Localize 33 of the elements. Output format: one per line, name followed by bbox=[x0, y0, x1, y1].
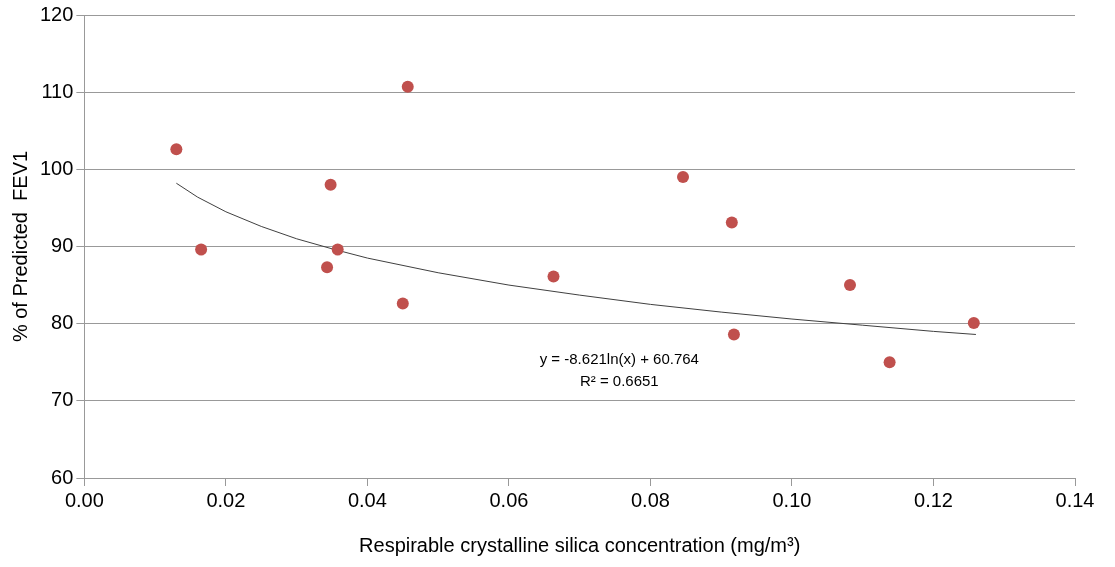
point bbox=[883, 356, 896, 369]
point bbox=[331, 243, 344, 256]
y-tick-label: 110 bbox=[41, 79, 74, 102]
point bbox=[676, 171, 689, 184]
point bbox=[321, 261, 334, 274]
annotation: R² = 0.6651 bbox=[579, 372, 659, 390]
y-axis-title: % of Predicted FEV1 bbox=[8, 150, 31, 343]
point bbox=[396, 297, 409, 310]
x-tick-label: 0.08 bbox=[630, 488, 670, 511]
y-tick-label: 90 bbox=[51, 234, 74, 257]
x-tick-label: 0.12 bbox=[914, 488, 953, 511]
point bbox=[195, 243, 208, 256]
y-tick-label: 60 bbox=[51, 465, 74, 488]
point bbox=[170, 143, 183, 156]
x-tick-label: 0.14 bbox=[1055, 488, 1095, 511]
x-tick-label: 0.02 bbox=[206, 488, 246, 511]
x-tick-label: 0.00 bbox=[64, 488, 104, 511]
point bbox=[725, 216, 738, 229]
x-tick-label: 0.10 bbox=[772, 488, 812, 511]
x-tick-label: 0.06 bbox=[489, 488, 529, 511]
y-tick-label: 80 bbox=[51, 311, 74, 334]
point bbox=[324, 178, 337, 191]
point bbox=[727, 328, 740, 341]
point bbox=[843, 279, 856, 292]
annotation: y = -8.621ln(x) + 60.764 bbox=[539, 350, 699, 368]
point bbox=[401, 80, 414, 93]
point bbox=[547, 270, 560, 283]
y-tick-label: 120 bbox=[39, 2, 74, 25]
y-tick-label: 70 bbox=[51, 388, 74, 411]
y-tick-label: 100 bbox=[39, 156, 74, 179]
point bbox=[967, 316, 980, 329]
x-axis-title: Respirable crystalline silica concentration (mg/m³) bbox=[359, 533, 801, 556]
x-tick-label: 0.04 bbox=[347, 488, 387, 511]
